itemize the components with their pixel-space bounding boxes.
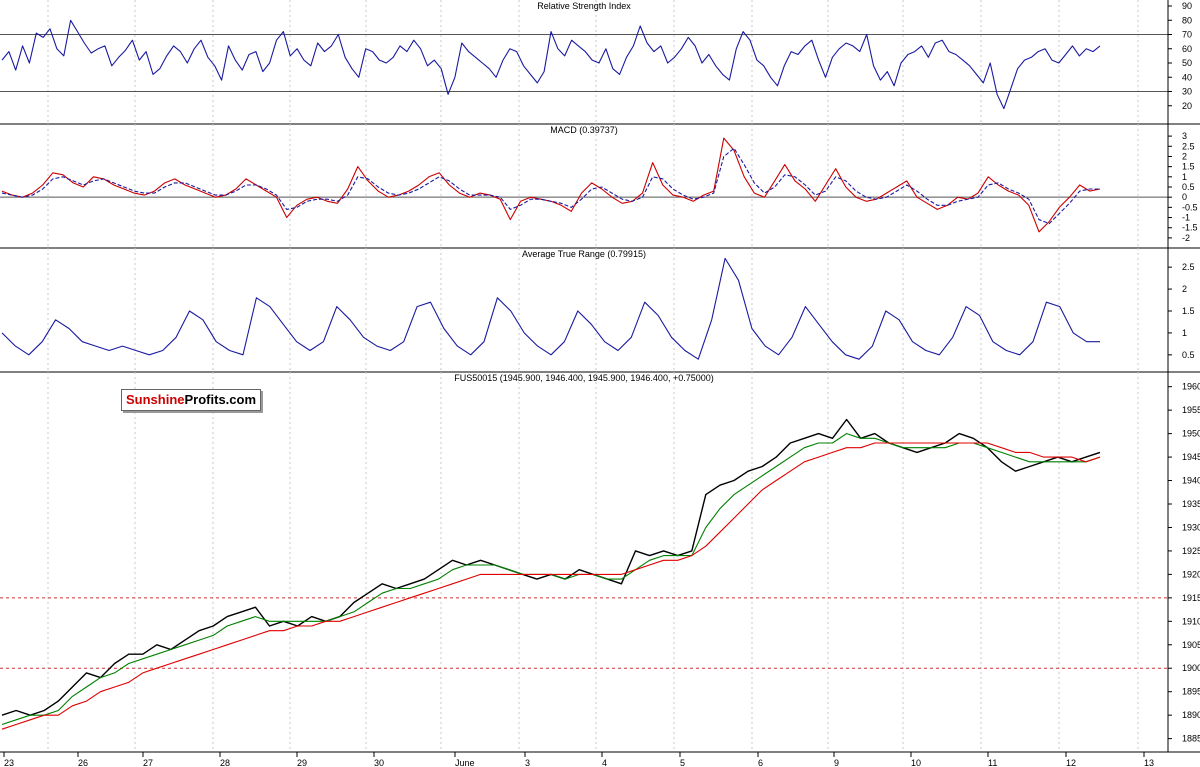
x-tick-label: 3 — [525, 758, 530, 767]
y-tick-label: 1890 — [1182, 710, 1200, 720]
y-tick-label: 1930 — [1182, 522, 1200, 532]
y-tick-label: 1885 — [1182, 734, 1200, 744]
x-tick-label: June — [455, 758, 475, 767]
y-tick-label: 1895 — [1182, 687, 1200, 697]
panel-title: Relative Strength Index — [537, 1, 631, 11]
y-tick-label: 0.5 — [1182, 182, 1195, 192]
y-tick-label: 2 — [1182, 151, 1187, 161]
x-tick-label: 5 — [680, 758, 685, 767]
y-tick-label: 1.5 — [1182, 306, 1195, 316]
series-line-3-2 — [1, 442, 1101, 730]
y-tick-label: -0.5 — [1182, 202, 1198, 212]
y-tick-label: 1955 — [1182, 405, 1200, 415]
y-tick-label: 1945 — [1182, 452, 1200, 462]
x-tick-label: 10 — [911, 758, 921, 767]
y-tick-label: 0 — [1182, 192, 1187, 202]
y-tick-label: 1 — [1182, 172, 1187, 182]
y-tick-label: 2 — [1182, 284, 1187, 294]
x-tick-label: 9 — [834, 758, 839, 767]
x-tick-label: 29 — [297, 758, 307, 767]
y-tick-label: 1900 — [1182, 663, 1200, 673]
y-tick-label: -1.5 — [1182, 223, 1198, 233]
y-tick-label: 1960 — [1182, 382, 1200, 392]
y-tick-label: 1910 — [1182, 616, 1200, 626]
y-tick-label: -1 — [1182, 213, 1190, 223]
y-tick-label: 90 — [1182, 1, 1192, 11]
x-tick-label: 30 — [374, 758, 384, 767]
x-tick-label: 11 — [988, 758, 997, 767]
y-tick-label: 1905 — [1182, 640, 1200, 650]
y-tick-label: -2 — [1182, 233, 1190, 243]
x-tick-label: 6 — [758, 758, 763, 767]
y-tick-label: 50 — [1182, 58, 1192, 68]
y-tick-label: 60 — [1182, 44, 1192, 54]
y-tick-label: 1 — [1182, 328, 1187, 338]
series-line-2-0 — [1, 257, 1100, 360]
y-tick-label: 30 — [1182, 87, 1192, 97]
y-tick-label: 1915 — [1182, 593, 1200, 603]
y-tick-label: 1950 — [1182, 429, 1200, 439]
panel-title: MACD (0.39737) — [550, 125, 618, 135]
panel-title: Average True Range (0.79915) — [522, 249, 646, 259]
y-tick-label: 1935 — [1182, 499, 1200, 509]
x-tick-label: 12 — [1066, 758, 1076, 767]
y-tick-label: 1.5 — [1182, 162, 1195, 172]
series-line-1-1 — [1, 147, 1100, 225]
y-tick-label: 1940 — [1182, 476, 1200, 486]
logo-part-2: Profits.com — [184, 392, 257, 407]
y-tick-label: 20 — [1182, 101, 1192, 111]
x-tick-label: 26 — [78, 758, 88, 767]
x-tick-label: 23 — [4, 758, 14, 767]
y-tick-label: 80 — [1182, 15, 1192, 25]
y-tick-label: 3 — [1182, 131, 1187, 141]
x-tick-label: 4 — [602, 758, 607, 767]
x-tick-label: 13 — [1144, 758, 1154, 767]
x-tick-label: 27 — [143, 758, 153, 767]
x-tick-label: 28 — [220, 758, 230, 767]
logo-part-1: Sunshine — [126, 392, 185, 407]
panel-title: FUS50015 (1945.900, 1946.400, 1945.900, … — [454, 373, 713, 383]
sunshine-profits-logo: Sunshine Profits.com — [121, 389, 262, 411]
y-tick-label: 40 — [1182, 72, 1192, 82]
y-tick-label: 1925 — [1182, 546, 1200, 556]
y-tick-label: 2.5 — [1182, 141, 1195, 151]
y-tick-label: 70 — [1182, 30, 1192, 40]
series-line-0-0 — [1, 19, 1101, 110]
series-line-1-0 — [1, 137, 1101, 233]
y-tick-label: 2.5 — [1182, 262, 1195, 272]
y-tick-label: 1920 — [1182, 569, 1200, 579]
y-tick-label: 0.5 — [1182, 350, 1195, 360]
